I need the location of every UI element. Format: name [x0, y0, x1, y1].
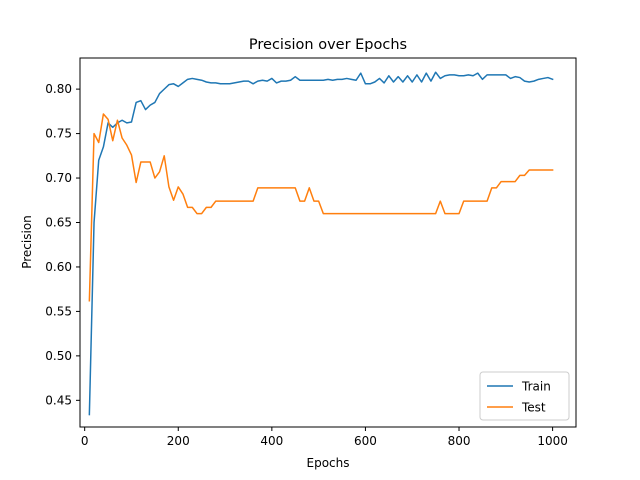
- x-tick-label: 0: [81, 434, 89, 448]
- series-line-train: [88, 71, 554, 416]
- x-axis: 0 200 400 600 800 1000: [81, 427, 568, 448]
- x-tick-label: 400: [260, 434, 283, 448]
- legend: Train Test: [479, 371, 570, 421]
- y-tick-label: 0.80: [45, 82, 72, 96]
- x-tick-label: 1000: [537, 434, 568, 448]
- x-tick-label: 600: [354, 434, 377, 448]
- y-tick-label: 0.75: [45, 127, 72, 141]
- x-tick-label: 800: [448, 434, 471, 448]
- x-tick-label: 200: [167, 434, 190, 448]
- x-axis-title: Epochs: [307, 456, 350, 470]
- plot-area: [80, 58, 576, 427]
- y-tick-label: 0.65: [45, 215, 72, 229]
- y-tick-label: 0.45: [45, 393, 72, 407]
- y-axis-title: Precision: [20, 215, 34, 269]
- legend-label-test: Test: [521, 401, 546, 415]
- legend-label-train: Train: [521, 380, 551, 394]
- plot-frame: [79, 57, 577, 428]
- series-layer: [88, 71, 554, 416]
- y-tick-label: 0.70: [45, 171, 72, 185]
- chart-title: Precision over Epochs: [249, 37, 407, 53]
- series-line-test: [88, 113, 554, 302]
- y-tick-label: 0.50: [45, 349, 72, 363]
- y-tick-label: 0.60: [45, 260, 72, 274]
- y-axis: 0.45 0.50 0.55 0.60 0.65 0.70 0.75 0.80: [45, 82, 80, 407]
- y-tick-label: 0.55: [45, 304, 72, 318]
- legend-box: [479, 371, 570, 421]
